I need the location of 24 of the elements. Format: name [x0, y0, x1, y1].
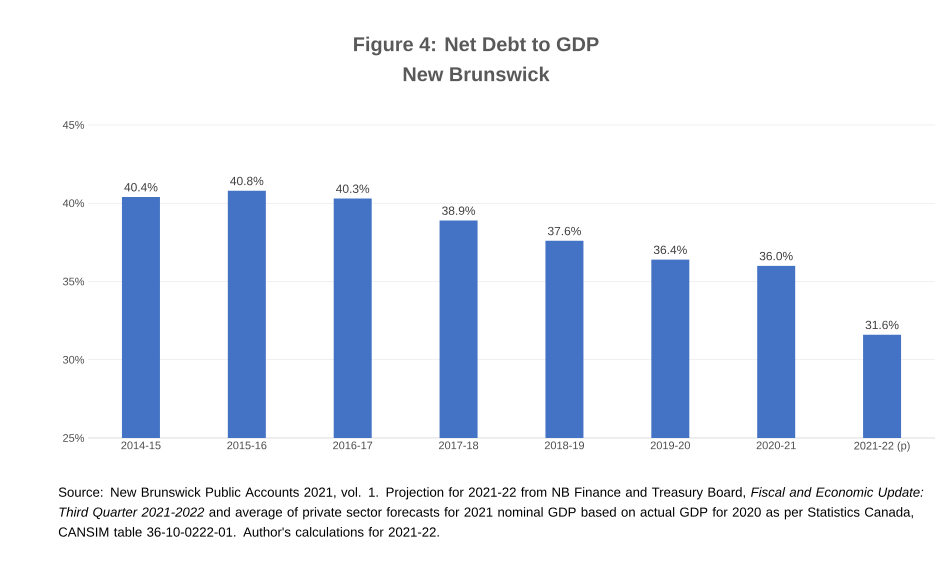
y-tick-label: 30% [62, 356, 84, 364]
data-label: 40.4% [124, 182, 158, 192]
data-label: 37.6% [548, 226, 581, 236]
data-label: 40.3% [336, 184, 370, 194]
data-label: 38.9% [442, 206, 476, 215]
y-tick-label: 35% [62, 278, 84, 286]
data-label: 31.6% [866, 320, 899, 330]
data-label: 36.4% [654, 246, 687, 254]
x-tick-label: 2019-20 [650, 442, 690, 450]
x-tick-label: 2015-16 [227, 442, 266, 450]
x-tick-label: 2016-17 [333, 442, 372, 450]
data-label: 36.0% [760, 252, 793, 260]
x-tick-label: 2021-22 (p) [854, 442, 910, 452]
y-tick-label: 40% [62, 199, 84, 208]
x-tick-label: 2014-15 [121, 442, 161, 450]
y-tick-label: 45% [62, 121, 84, 129]
x-tick-label: 2020-21 [756, 442, 796, 450]
x-tick-label: 2018-19 [544, 442, 584, 450]
x-tick-label: 2017-18 [439, 442, 478, 450]
chart-subtitle: New Brunswick [404, 66, 550, 82]
text: Source: New Brunswick Public Accounts 2021, vol. 1. Projection for 2021-22 from NB Finance and Treasury Board, Fiscal and Economic Update: Third Quarter 2021-2022 and average of private sector forecasts for 2021 nominal GDP based on actual GDP for 2020 as per Statistics Canada, CANSIM table 36-10-0222-01. Author's calculations for 2021-22. [58, 487, 924, 537]
data-label: 40.8% [230, 176, 264, 186]
chart-title: Figure 4: Net Debt to GDP [354, 36, 599, 56]
y-tick-label: 25% [63, 434, 84, 442]
